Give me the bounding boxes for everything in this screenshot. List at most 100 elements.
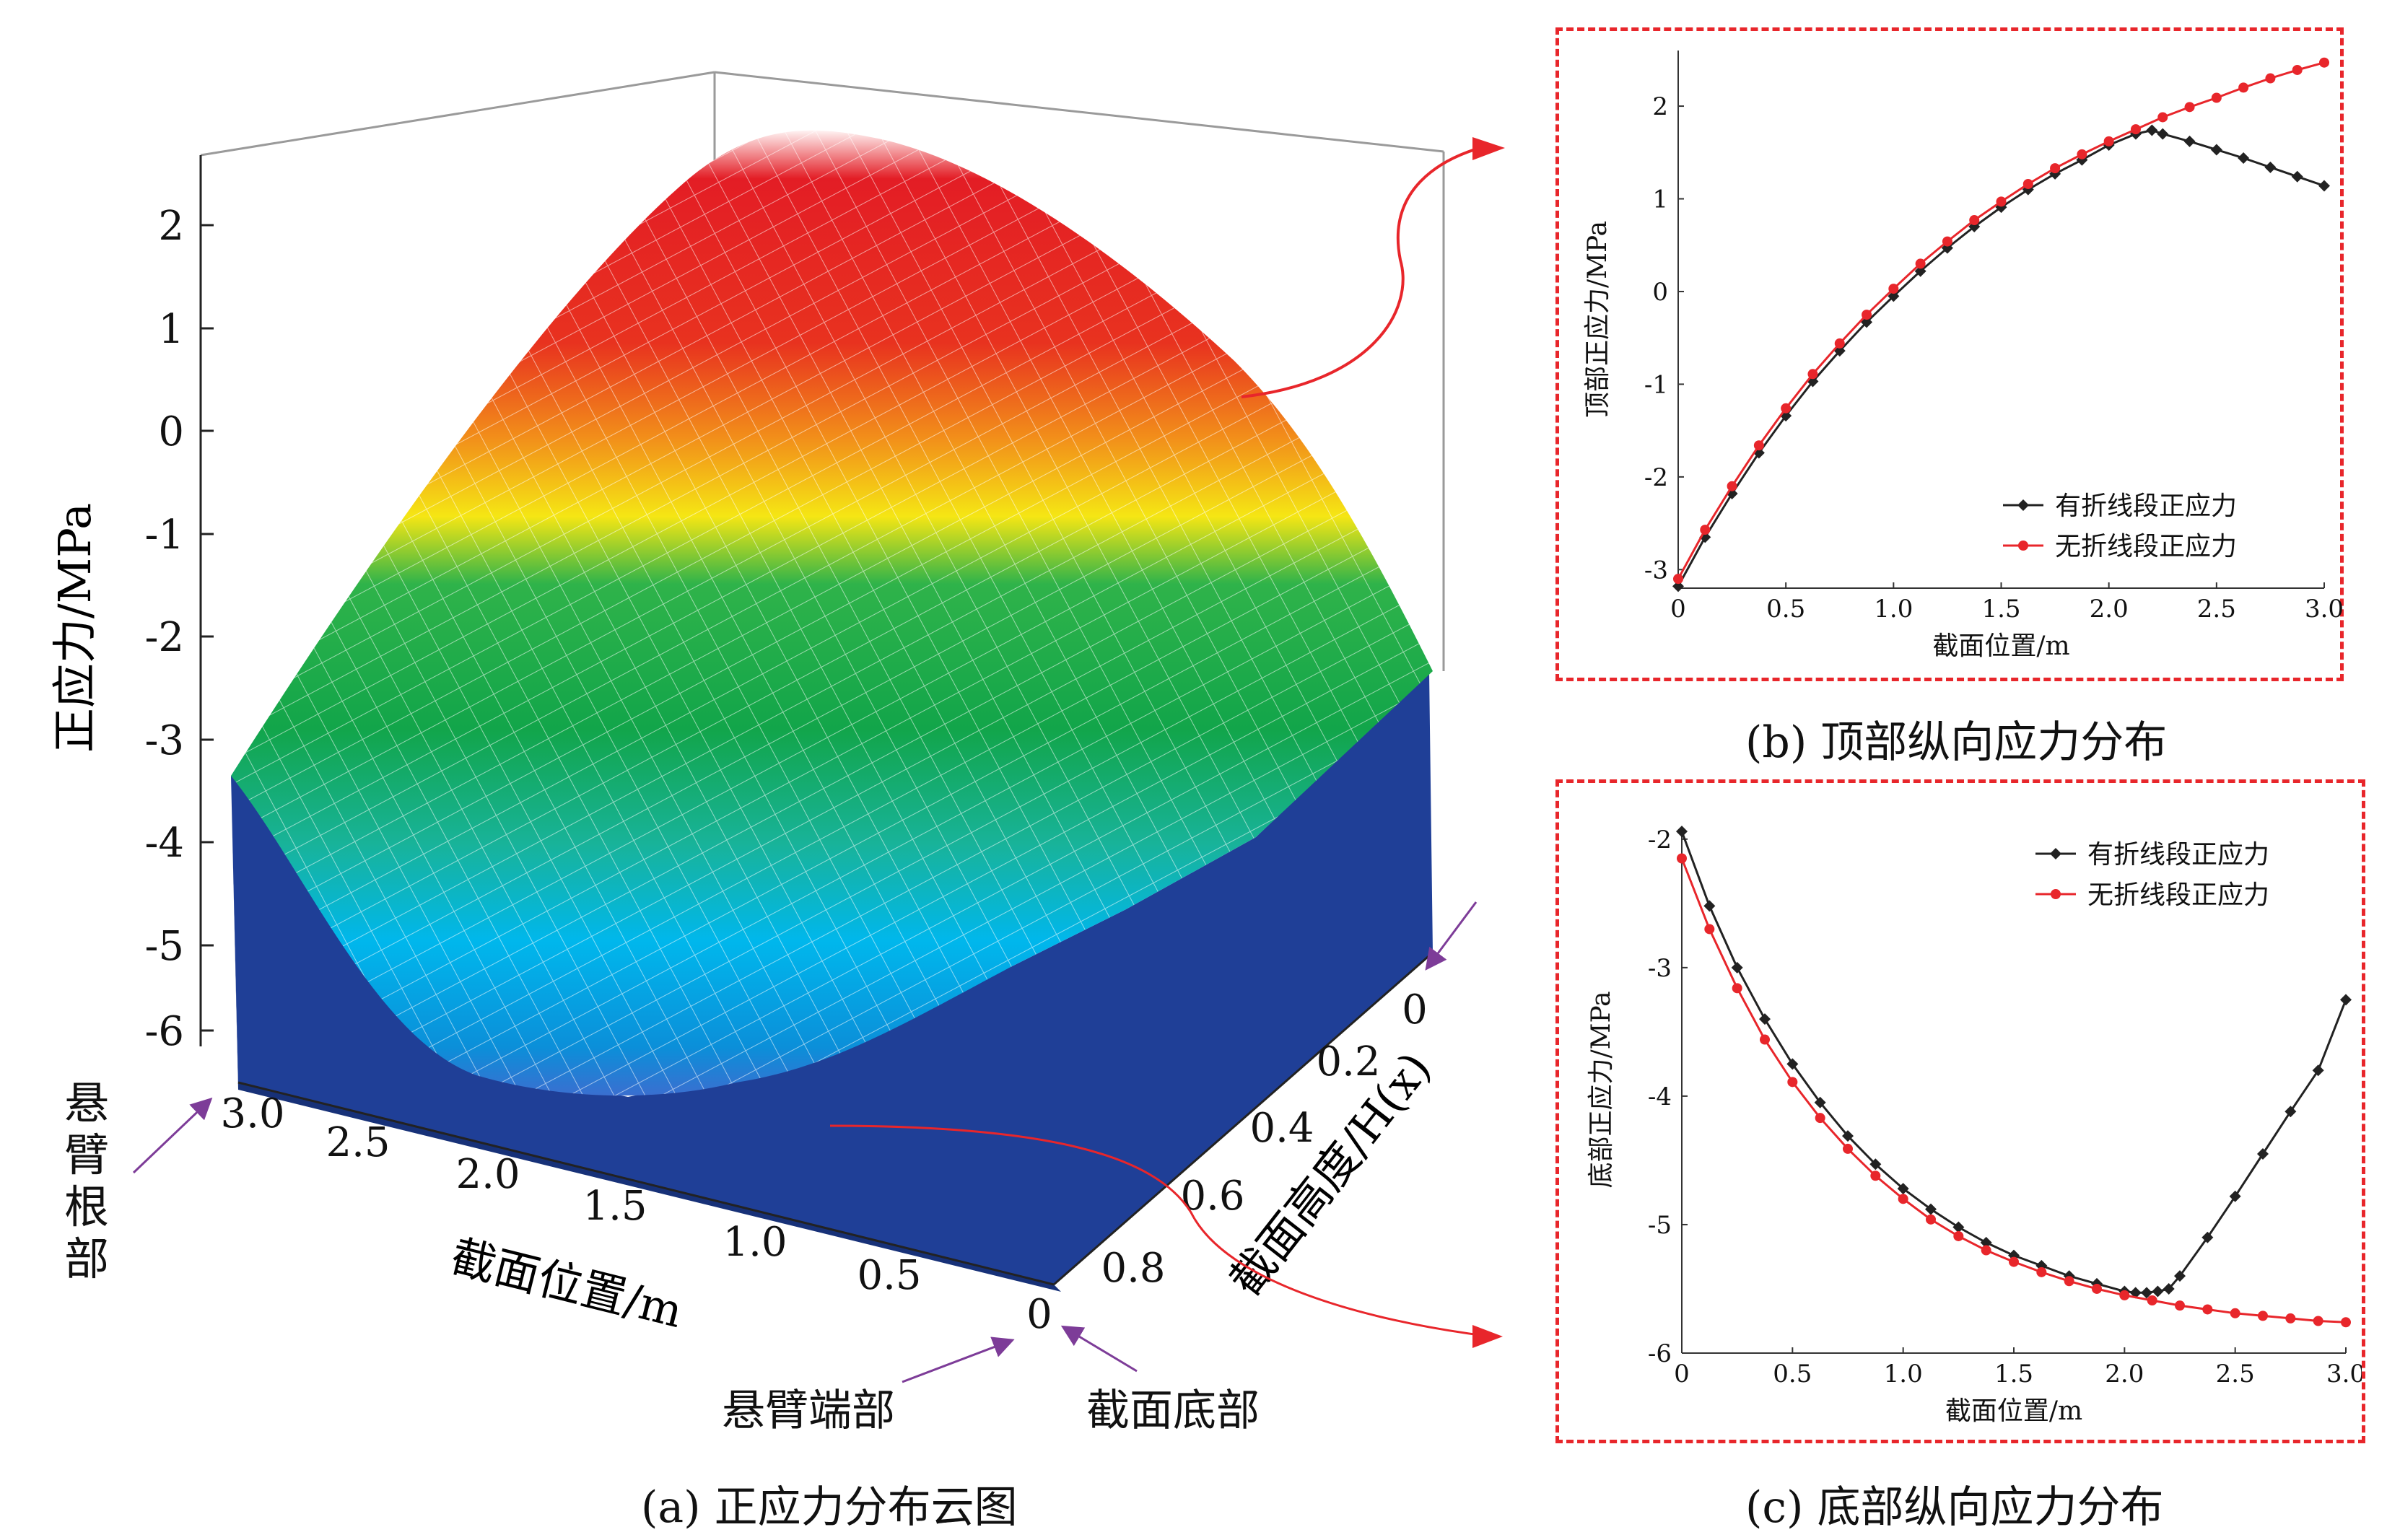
data-point-diamond — [1980, 1236, 1992, 1248]
x-tick-label: 1.5 — [1981, 595, 2020, 624]
data-point-diamond — [1814, 1096, 1826, 1108]
data-point-circle — [1834, 338, 1845, 349]
y-tick-label: 0 — [1652, 278, 1668, 307]
svg-text:悬: 悬 — [64, 1077, 109, 1129]
x-tick-label: 1.5 — [1994, 1360, 2033, 1388]
connector-top-head — [1472, 137, 1505, 160]
x-tick: 2.5 — [326, 1119, 390, 1166]
data-point-circle — [2211, 92, 2222, 103]
data-point-circle — [2285, 1313, 2296, 1324]
caption-a: (a) 正应力分布云图 — [641, 1482, 1018, 1533]
data-point-circle — [2319, 57, 2329, 68]
data-point-diamond — [2183, 135, 2196, 147]
z-tick: -4 — [144, 820, 184, 867]
data-point-circle — [2230, 1308, 2240, 1318]
data-point-circle — [1787, 1077, 1798, 1088]
bottom-stress-chart: 0 0.5 1.0 1.5 2.0 2.5 3.0 -2 -3 -4 -5 -6 截面位置/m 底部正应力… — [1587, 826, 2362, 1426]
y-tick-label: -4 — [1648, 1082, 1672, 1111]
data-point-circle — [2064, 1276, 2074, 1287]
x-tick: 3.0 — [220, 1090, 284, 1137]
data-point-circle — [2292, 64, 2303, 75]
data-point-circle — [2036, 1266, 2047, 1277]
data-point-circle — [1700, 525, 1711, 535]
panel-b-frame — [1555, 27, 2344, 681]
annotation-section-bottom: 截面底部 — [1086, 1386, 1260, 1436]
x-tick: 1.0 — [723, 1219, 787, 1266]
data-point-circle — [2119, 1290, 2130, 1300]
legend-label: 无折线段正应力 — [2087, 880, 2269, 910]
data-point-circle — [2147, 1295, 2157, 1305]
data-point-diamond — [1888, 290, 1900, 302]
y-axis-label: 底部正应力/MPa — [1587, 991, 1616, 1188]
legend-marker — [2017, 499, 2029, 511]
svg-text:臂: 臂 — [64, 1129, 109, 1181]
data-point-diamond — [2291, 170, 2303, 183]
data-point-circle — [1862, 310, 1872, 320]
x-tick: 0.5 — [857, 1252, 921, 1299]
legend-marker — [2050, 848, 2061, 859]
data-point-diamond — [1842, 1130, 1854, 1142]
y-tick-label: -6 — [1648, 1339, 1672, 1368]
data-point-circle — [1760, 1034, 1770, 1045]
svg-text:部: 部 — [64, 1233, 109, 1285]
data-point-circle — [1996, 196, 2007, 207]
y-tick: 0.4 — [1249, 1105, 1314, 1152]
y-tick-label: -2 — [1644, 463, 1668, 492]
series-line-0 — [1680, 831, 2347, 1294]
x-tick-label: 0.5 — [1766, 595, 1805, 624]
data-point-diamond — [2285, 1106, 2297, 1118]
data-point-circle — [2022, 178, 2033, 189]
y-axis — [1053, 951, 1433, 1286]
data-point-diamond — [1914, 265, 1926, 277]
y-tick: 0.2 — [1316, 1038, 1380, 1085]
caption-c: (c) 底部纵向应力分布 — [1745, 1482, 2164, 1533]
data-point-circle — [2077, 149, 2087, 159]
data-point-diamond — [2264, 161, 2277, 173]
panel-c-frame — [1555, 779, 2365, 1443]
data-point-circle — [1888, 284, 1899, 294]
data-point-diamond — [1759, 1013, 1771, 1025]
x-tick: 1.5 — [582, 1183, 647, 1230]
data-point-diamond — [2174, 1270, 2186, 1282]
z-tick: -5 — [144, 923, 184, 970]
y-tick: 0 — [1402, 986, 1428, 1033]
data-point-diamond — [2152, 1285, 2164, 1298]
legend-marker — [2051, 889, 2061, 899]
data-point-circle — [1753, 440, 1764, 451]
data-point-circle — [1870, 1171, 1881, 1181]
data-point-diamond — [2340, 994, 2352, 1006]
legend-label: 有折线段正应力 — [2055, 491, 2237, 521]
data-point-circle — [1781, 403, 1792, 414]
x-tick-label: 2.0 — [2105, 1360, 2144, 1388]
data-point-diamond — [1897, 1183, 1909, 1195]
x-tick-label: 0 — [1674, 1360, 1690, 1388]
stress-surface — [231, 130, 1433, 1096]
data-point-diamond — [2257, 1148, 2269, 1160]
svg-text:根: 根 — [64, 1181, 109, 1233]
x-tick-label: 2.0 — [2090, 595, 2129, 624]
legend-marker — [2018, 541, 2028, 551]
data-point-circle — [1843, 1143, 1853, 1154]
x-tick-label: 2.5 — [2216, 1360, 2255, 1388]
data-point-diamond — [1995, 201, 2007, 214]
data-point-circle — [1953, 1230, 1964, 1241]
y-tick: 0.8 — [1101, 1245, 1165, 1292]
data-point-diamond — [1726, 487, 1738, 499]
data-point-circle — [1677, 853, 1687, 864]
data-point-circle — [2157, 112, 2168, 123]
data-point-circle — [1915, 258, 1926, 269]
connector-bottom — [829, 1124, 1480, 1336]
data-point-diamond — [2146, 124, 2158, 136]
z-tick: -2 — [144, 614, 184, 661]
data-point-circle — [2050, 163, 2061, 174]
data-point-circle — [2202, 1304, 2213, 1315]
y-tick-label: -3 — [1644, 556, 1668, 585]
data-point-diamond — [2201, 1231, 2214, 1243]
z-tick: -1 — [144, 512, 184, 559]
x-axis-label: 截面位置/m — [445, 1230, 688, 1338]
z-tick: 1 — [158, 306, 184, 353]
data-point-diamond — [2210, 144, 2222, 156]
legend-label: 有折线段正应力 — [2087, 840, 2269, 870]
data-point-circle — [2184, 102, 2195, 113]
data-point-diamond — [1703, 900, 1716, 912]
